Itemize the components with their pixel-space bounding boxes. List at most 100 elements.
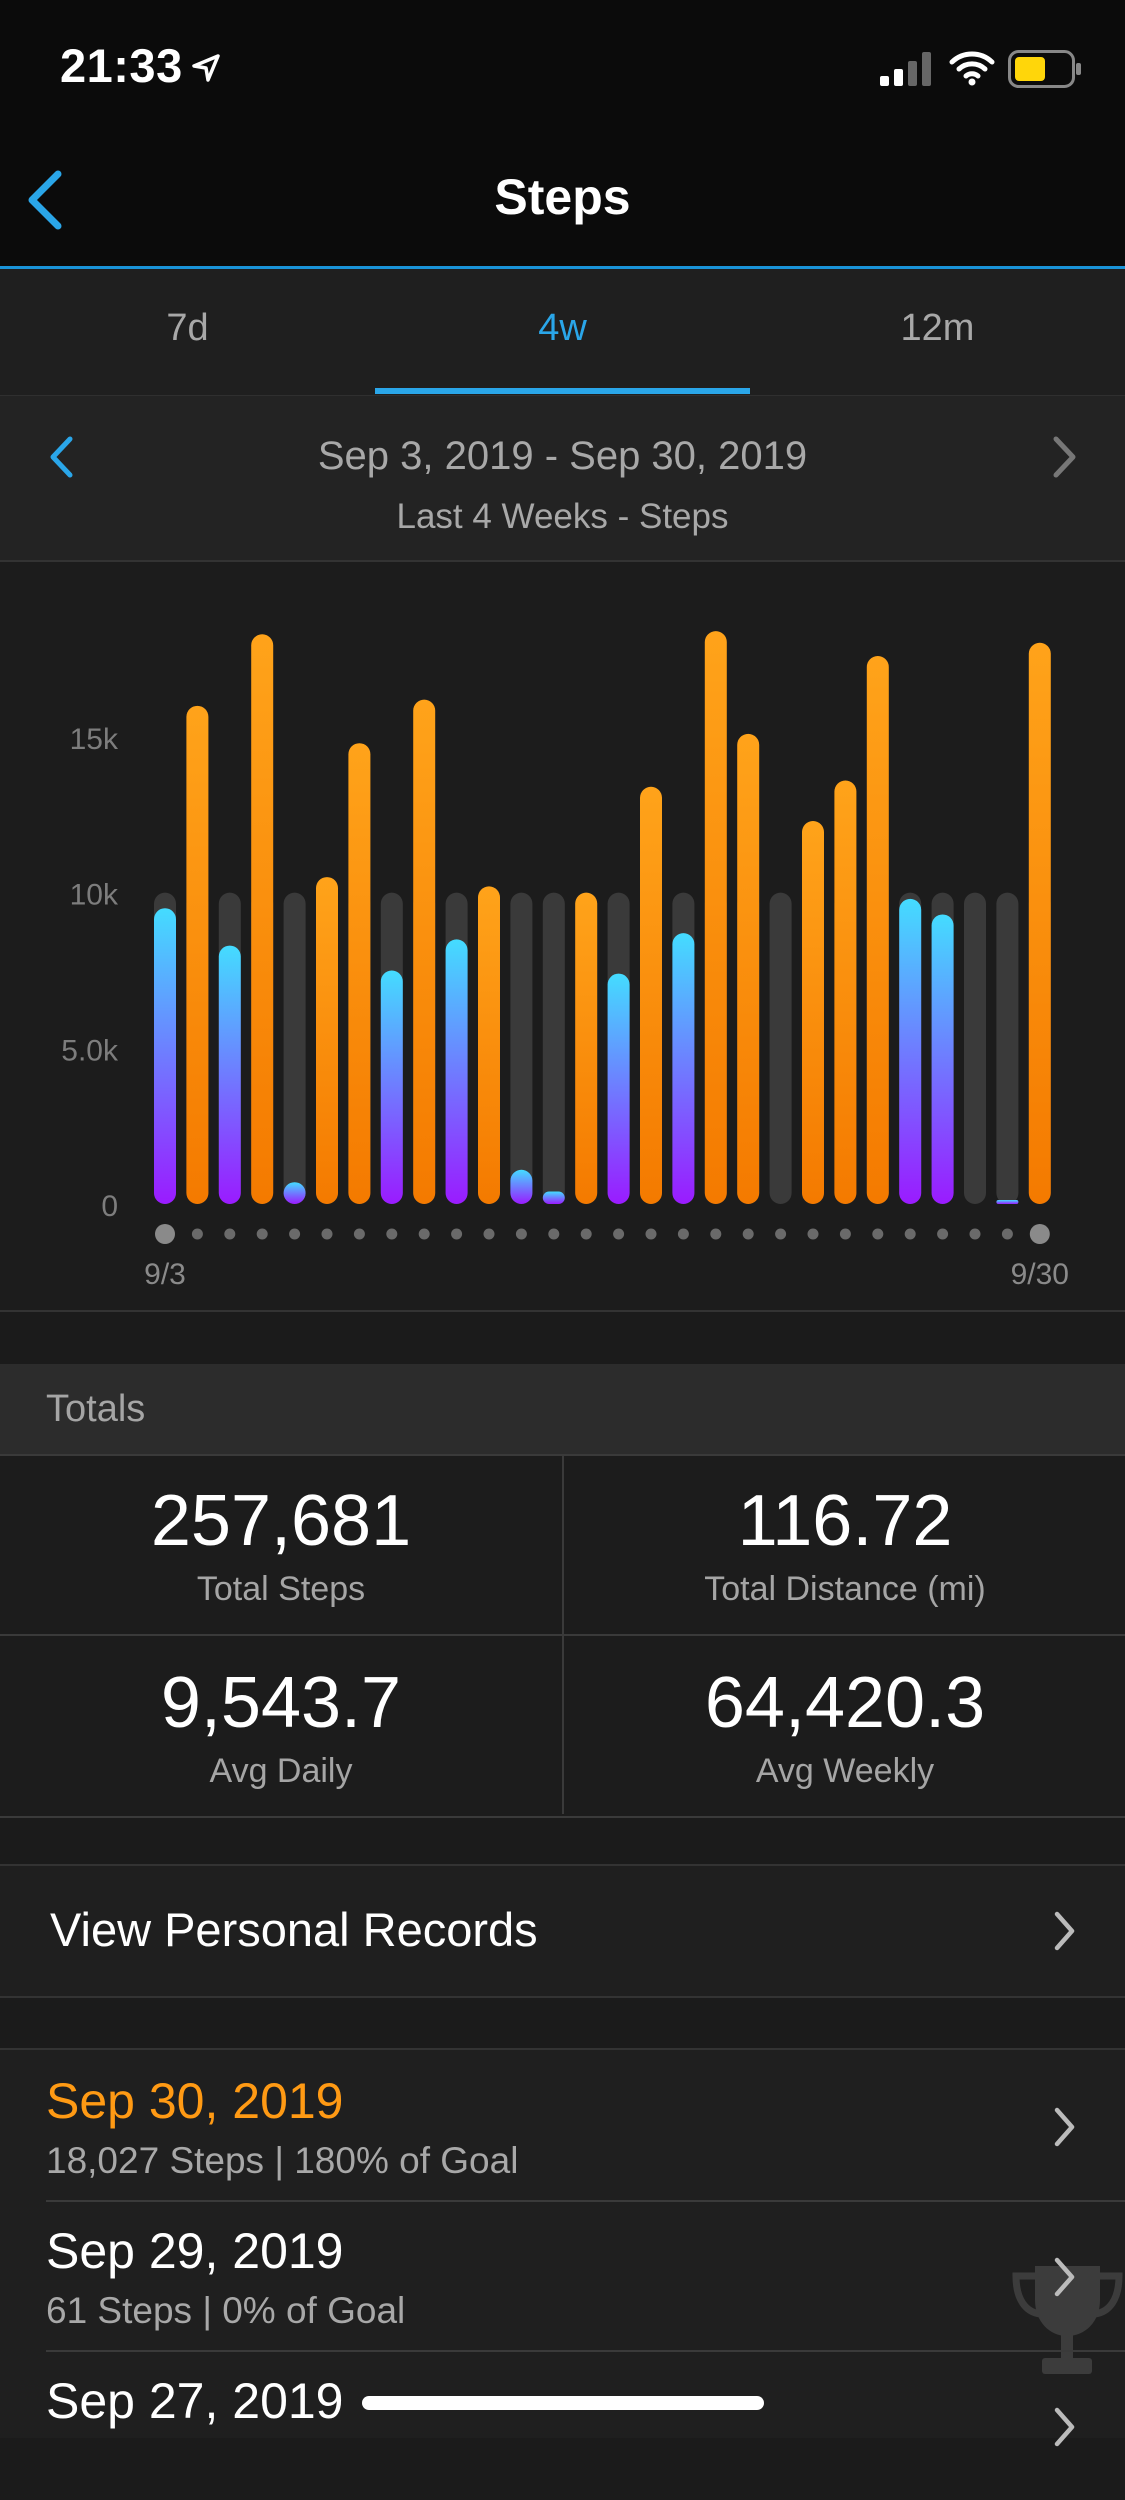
x-axis-dot <box>872 1228 884 1240</box>
totals-header <box>0 1364 1125 1454</box>
day-detail: 18,027 Steps | 180% of Goal <box>46 2140 519 2181</box>
previous-period-chevron-icon[interactable] <box>46 434 76 480</box>
steps-bar <box>640 786 662 1204</box>
x-tick-label-end: 9/30 <box>1011 1258 1069 1291</box>
wifi-icon <box>949 51 995 86</box>
steps-bar <box>672 933 695 1204</box>
x-axis-dot <box>580 1228 592 1240</box>
x-axis-dot <box>418 1228 430 1240</box>
goal-track-bar <box>510 892 533 1204</box>
x-axis-dot <box>191 1228 203 1240</box>
day-date: Sep 29, 2019 <box>46 2223 344 2279</box>
steps-chart-area: 0 5.0k 10k 15k 9/3 9/30 <box>0 562 1125 1312</box>
steps-bar <box>899 898 922 1204</box>
page-title: Steps <box>494 169 631 225</box>
x-axis-dot <box>710 1228 722 1240</box>
x-axis-dot <box>224 1228 236 1240</box>
x-axis-dot <box>775 1228 787 1240</box>
tab-7d[interactable]: 7d <box>166 307 209 349</box>
chevron-right-icon <box>1054 2257 1075 2297</box>
day-detail: 61 Steps | 0% of Goal <box>46 2290 406 2331</box>
steps-bar <box>478 886 500 1204</box>
goal-track-bar <box>542 892 565 1204</box>
chevron-right-icon <box>1054 2107 1075 2147</box>
y-tick-label: 5.0k <box>61 1034 119 1067</box>
goal-track-bar <box>283 892 306 1204</box>
steps-bar <box>218 945 241 1204</box>
x-axis-dot <box>677 1228 689 1240</box>
date-range-title: Sep 3, 2019 - Sep 30, 2019 <box>317 434 808 478</box>
steps-bar <box>1028 642 1051 1204</box>
x-axis-dot <box>483 1228 495 1240</box>
x-axis-dot <box>904 1228 916 1240</box>
list-divider <box>46 2200 1125 2202</box>
total-steps-cell: 257,681 Total Steps <box>0 1456 562 1634</box>
tab-4w[interactable]: 4w <box>538 307 587 349</box>
avg-daily-label: Avg Daily <box>209 1752 353 1790</box>
date-range-header <box>0 396 1125 562</box>
x-axis-dot <box>937 1228 949 1240</box>
x-axis-dot <box>807 1228 819 1240</box>
total-distance-label: Total Distance (mi) <box>704 1570 986 1608</box>
steps-bar <box>283 1182 306 1204</box>
y-tick-label: 15k <box>70 723 119 756</box>
steps-bar <box>704 631 727 1204</box>
list-item[interactable]: Sep 27, 2019 <box>0 2350 1125 2500</box>
chevron-right-icon <box>1054 1911 1075 1951</box>
x-axis-dot <box>1029 1224 1050 1244</box>
goal-track-bar <box>769 892 792 1204</box>
steps-bar <box>348 743 371 1204</box>
x-axis-dot <box>289 1228 301 1240</box>
goal-track-bar <box>964 892 986 1204</box>
date-range-subtitle: Last 4 Weeks - Steps <box>396 497 729 536</box>
steps-bar <box>996 1200 1019 1204</box>
totals-header-label: Totals <box>46 1388 146 1430</box>
x-axis-dot <box>839 1228 851 1240</box>
list-item[interactable]: Sep 29, 2019 61 Steps | 0% of Goal <box>0 2200 1125 2374</box>
x-axis-dot <box>613 1228 625 1240</box>
back-chevron-icon[interactable] <box>22 168 66 232</box>
total-distance-cell: 116.72 Total Distance (mi) <box>564 1456 1125 1634</box>
view-personal-records-label: View Personal Records <box>50 1903 538 1956</box>
navigation-bar <box>0 140 1125 269</box>
home-indicator <box>362 2396 764 2410</box>
x-axis-dot <box>353 1228 365 1240</box>
view-personal-records-row[interactable] <box>0 1864 1125 1998</box>
list-item[interactable]: Sep 30, 2019 18,027 Steps | 180% of Goal <box>0 2050 1125 2200</box>
avg-daily-value: 9,543.7 <box>160 1663 402 1743</box>
steps-bar <box>186 705 209 1204</box>
steps-bar <box>834 780 857 1204</box>
x-tick-label-start: 9/3 <box>144 1258 186 1291</box>
status-time: 21:33 <box>60 39 183 92</box>
x-axis-dot <box>645 1228 657 1240</box>
x-axis-dot <box>256 1228 268 1240</box>
x-axis-dot <box>1001 1228 1013 1240</box>
x-axis-dot <box>451 1228 463 1240</box>
x-axis-dot <box>386 1228 398 1240</box>
steps-bar <box>251 634 274 1204</box>
steps-bar <box>445 939 468 1204</box>
status-bar <box>0 0 1125 140</box>
steps-bar <box>866 656 889 1204</box>
steps-bar <box>380 970 403 1204</box>
next-period-chevron-icon[interactable] <box>1050 434 1080 480</box>
totals-divider-horizontal <box>0 1634 1125 1636</box>
y-tick-label: 10k <box>70 879 119 912</box>
x-axis-dot <box>321 1228 333 1240</box>
x-axis-dot <box>742 1228 754 1240</box>
x-axis-dot <box>548 1228 560 1240</box>
steps-bar-chart[interactable]: 0 5.0k 10k 15k 9/3 9/30 <box>0 562 1125 1310</box>
y-tick-label: 0 <box>101 1190 118 1223</box>
avg-weekly-label: Avg Weekly <box>755 1752 935 1790</box>
steps-bar <box>737 733 760 1204</box>
cellular-signal-icon <box>880 52 931 86</box>
x-axis-dot <box>969 1228 981 1240</box>
battery-icon <box>1008 50 1081 88</box>
x-axis-dot <box>155 1224 175 1244</box>
tab-12m[interactable]: 12m <box>900 307 975 349</box>
daily-steps-list: Sep 30, 2019 18,027 Steps | 180% of Goal… <box>0 2048 1125 2447</box>
steps-bar <box>931 914 954 1204</box>
total-distance-value: 116.72 <box>737 1481 953 1561</box>
steps-bar <box>413 699 436 1204</box>
steps-bar <box>607 973 630 1204</box>
